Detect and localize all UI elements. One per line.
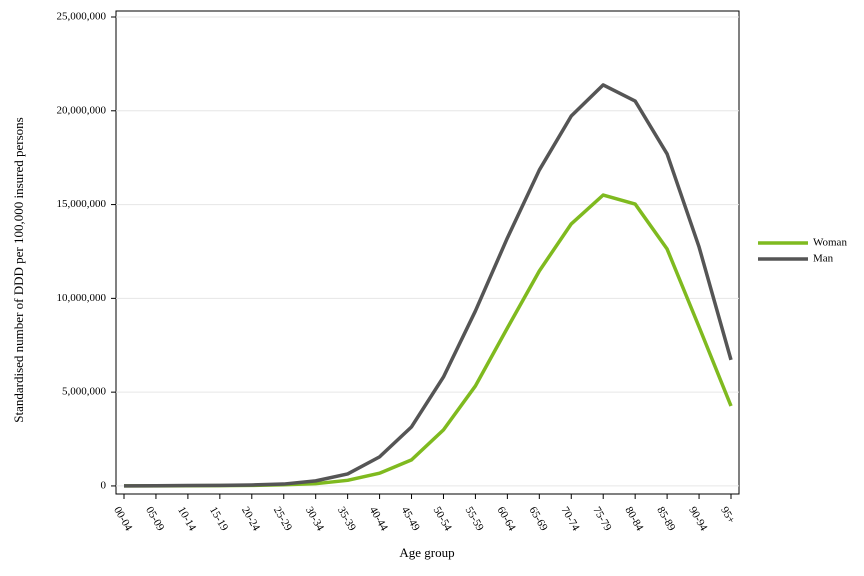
- x-tick-label: 65-69: [527, 505, 550, 534]
- x-tick-label: 75-79: [590, 505, 613, 534]
- plot-area: [115, 10, 740, 495]
- x-tick-label: 60-64: [495, 505, 518, 534]
- y-tick-label: 10,000,000: [57, 292, 107, 304]
- x-tick-label: 05-09: [143, 505, 166, 534]
- x-tick-label: 80-84: [622, 505, 645, 534]
- y-tick-label: 25,000,000: [57, 11, 107, 23]
- x-tick-label: 90-94: [686, 505, 709, 534]
- x-tick-label: 00-04: [111, 505, 134, 534]
- x-tick-label: 10-14: [175, 505, 198, 534]
- x-tick-label: 95+: [718, 505, 737, 526]
- x-tick-label: 45-49: [399, 505, 422, 534]
- x-tick-label: 30-34: [303, 505, 326, 534]
- x-tick-label: 15-19: [207, 505, 230, 534]
- x-tick-label: 55-59: [463, 505, 486, 534]
- y-tick-label: 5,000,000: [62, 386, 107, 398]
- x-tick-label: 40-44: [367, 505, 390, 534]
- line-series: [123, 83, 733, 488]
- x-tick-label: 20-24: [239, 505, 262, 534]
- y-tick-label: 15,000,000: [57, 198, 107, 210]
- x-tick-label: 70-74: [558, 505, 581, 534]
- x-tick-label: 85-89: [654, 505, 677, 534]
- y-tick-label: 20,000,000: [57, 104, 107, 116]
- y-tick-label: 0: [101, 479, 107, 491]
- legend-label: Man: [813, 253, 834, 265]
- x-tick-label: 35-39: [335, 505, 358, 534]
- x-axis-label: Age group: [399, 545, 454, 560]
- x-tick-label: 50-54: [431, 505, 454, 534]
- y-axis-label: Standardised number of DDD per 100,000 i…: [11, 117, 26, 422]
- x-tick-label: 25-29: [271, 505, 294, 534]
- legend-label: Woman: [813, 237, 847, 249]
